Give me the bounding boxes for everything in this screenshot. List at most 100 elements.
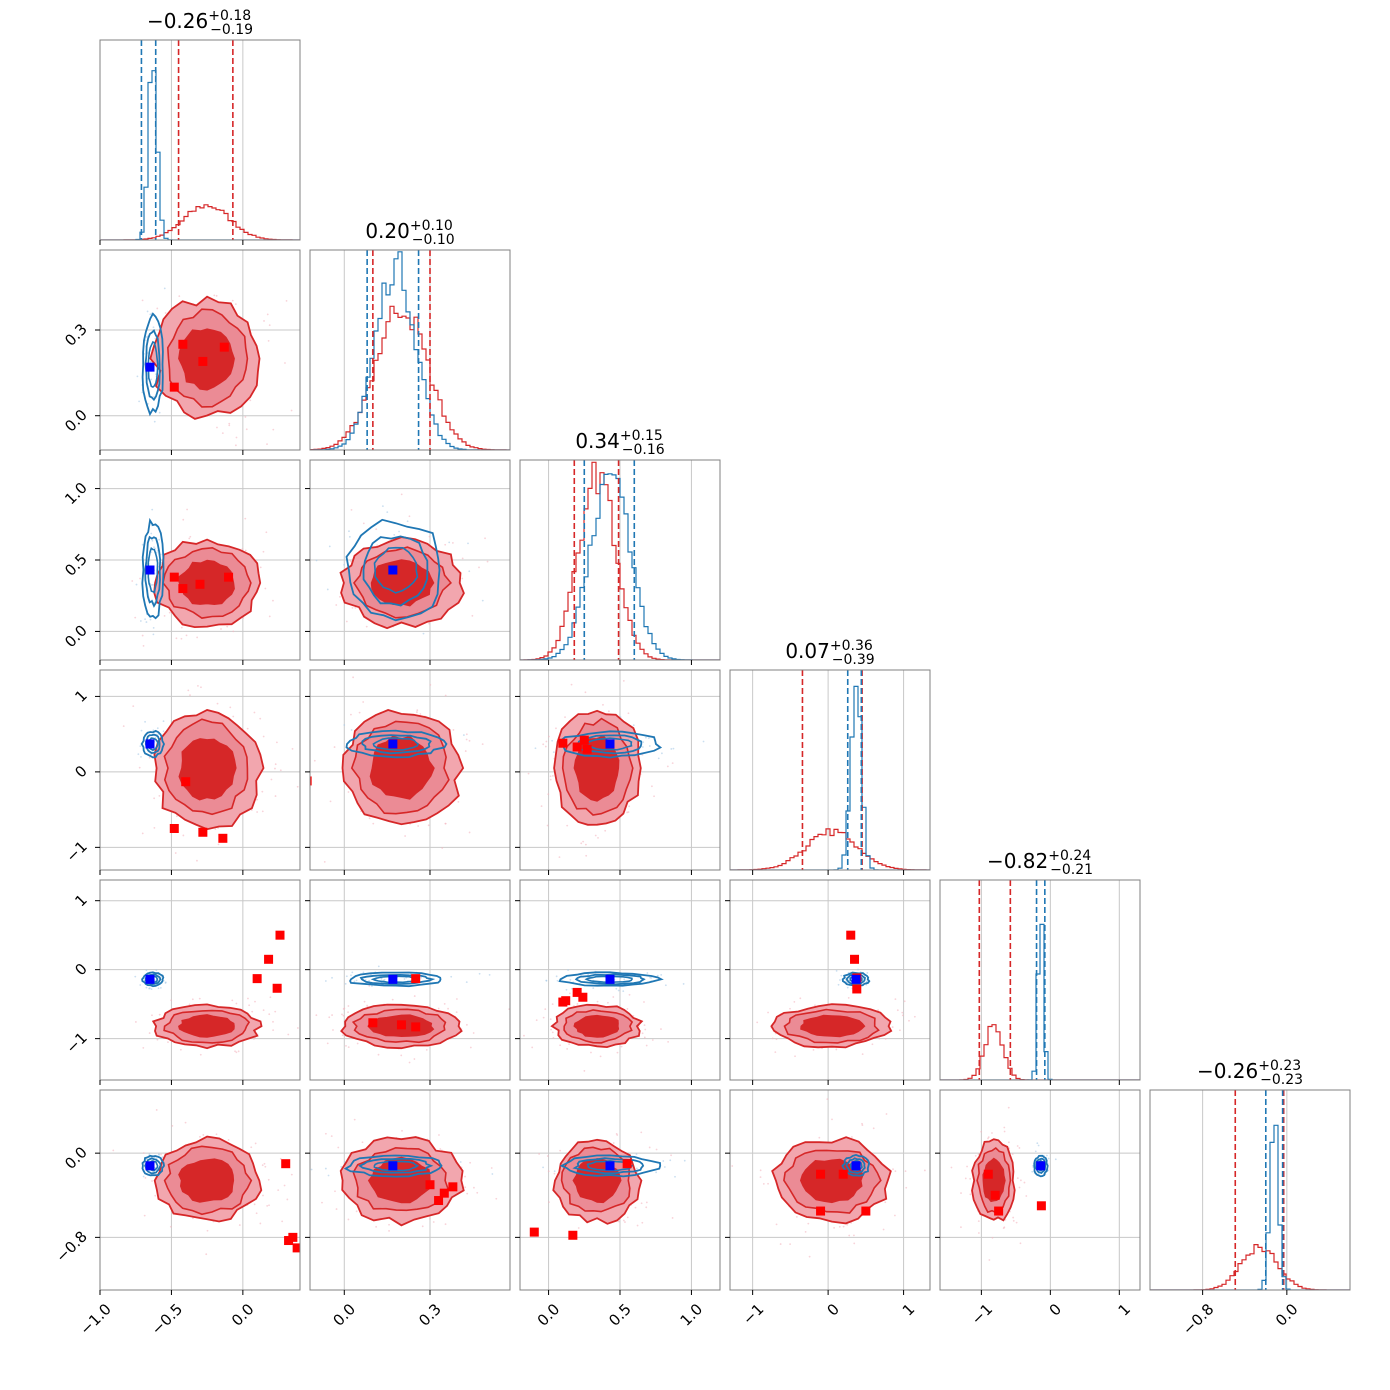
panel-0-5 xyxy=(95,1089,301,1295)
x-tick-label: 0.0 xyxy=(1272,1300,1302,1330)
y-tick-label: 1 xyxy=(71,891,90,910)
red-sample-point xyxy=(388,1230,390,1232)
red-sample-point xyxy=(645,1201,648,1204)
blue-sample-point xyxy=(488,974,491,976)
red-sample-point xyxy=(231,299,234,302)
red-sample-point xyxy=(775,1223,778,1226)
blue-contour-outer xyxy=(559,1154,662,1178)
red-sample-point xyxy=(184,1121,187,1124)
red-sample-point xyxy=(358,711,361,714)
panel-1-2 xyxy=(305,459,511,665)
blue-sample-point xyxy=(655,1171,658,1174)
red-sample-point xyxy=(345,620,348,623)
diag-panel-5: −0.26+0.23 −0.23 xyxy=(1149,1058,1351,1295)
blue-sample-point xyxy=(617,989,620,992)
red-sample-point xyxy=(413,995,416,997)
red-sample-point xyxy=(527,772,530,775)
red-sample-point xyxy=(583,1070,586,1072)
red-sample-point xyxy=(544,745,547,748)
blue-sample-point xyxy=(380,977,383,980)
blue-sample-point xyxy=(328,545,331,548)
red-sample-point xyxy=(756,1021,759,1024)
red-sample-point xyxy=(602,703,604,706)
blue-sample-point xyxy=(632,724,635,727)
blue-sample-point xyxy=(156,727,159,730)
red-sample-point xyxy=(451,542,454,544)
red-sample-point xyxy=(341,1013,343,1016)
blue-contour-inner xyxy=(370,975,420,984)
red-sample-point xyxy=(1003,1126,1006,1129)
red-marker xyxy=(622,1159,632,1169)
blue-sample-point xyxy=(348,530,350,533)
red-sample-point xyxy=(582,840,585,843)
red-sample-point xyxy=(413,1058,416,1060)
red-sample-point xyxy=(884,1037,887,1040)
blue-sample-point xyxy=(650,976,653,979)
red-sample-point xyxy=(607,710,610,713)
blue-marker xyxy=(145,362,155,372)
red-sample-point xyxy=(432,1221,435,1223)
red-sample-point xyxy=(250,1146,253,1149)
blue-sample-point xyxy=(154,337,157,340)
blue-sample-point xyxy=(837,983,840,986)
red-sample-point xyxy=(141,634,144,637)
blue-sample-point xyxy=(340,1165,343,1168)
red-sample-point xyxy=(465,733,468,736)
red-sample-point xyxy=(234,444,237,447)
blue-marker xyxy=(388,739,398,749)
blue-marker xyxy=(145,565,155,575)
red-sample-point xyxy=(429,684,432,686)
red-sample-point xyxy=(169,1225,172,1228)
red-sample-point xyxy=(670,1154,672,1157)
red-sample-point xyxy=(175,815,178,818)
red-sample-point xyxy=(214,828,217,830)
red-sample-point xyxy=(428,535,431,538)
blue-sample-point xyxy=(145,986,148,989)
red-sample-point xyxy=(163,614,166,617)
blue-sample-point xyxy=(149,313,152,316)
panel-frame xyxy=(99,879,301,1081)
red-sample-point xyxy=(274,767,276,770)
red-sample-point xyxy=(362,522,365,525)
red-sample-point xyxy=(779,1243,782,1245)
title-plus: +0.18 xyxy=(208,8,251,24)
red-marker xyxy=(169,382,179,392)
red-sample-point xyxy=(254,1000,256,1003)
blue-sample-point xyxy=(158,411,161,414)
panel-frame xyxy=(1149,1089,1351,1291)
red-marker xyxy=(990,1190,1000,1200)
red-sample-point xyxy=(969,1177,972,1180)
red-sample-point xyxy=(160,563,163,566)
red-sample-point xyxy=(775,1038,778,1041)
red-sample-point xyxy=(466,1192,469,1195)
blue-histogram xyxy=(520,473,720,660)
blue-sample-point xyxy=(157,987,160,990)
y-tick-label: 1 xyxy=(71,687,90,706)
blue-sample-point xyxy=(1034,1150,1037,1153)
red-sample-point xyxy=(904,1170,907,1173)
red-sample-point xyxy=(199,1053,202,1056)
red-sample-point xyxy=(421,1225,424,1228)
red-sample-point xyxy=(215,294,218,297)
red-sample-point xyxy=(192,1217,194,1220)
red-sample-point xyxy=(645,1044,648,1047)
blue-sample-point xyxy=(145,969,148,972)
panel-title: −0.26+0.23 −0.23 xyxy=(1197,1058,1303,1088)
x-tick-label: −1 xyxy=(968,1300,996,1328)
red-sample-point xyxy=(759,1169,762,1172)
red-sample-point xyxy=(731,1165,734,1167)
red-sample-point xyxy=(464,1175,466,1178)
red-sample-point xyxy=(818,1136,821,1139)
red-sample-point xyxy=(262,550,265,553)
red-sample-point xyxy=(551,1003,554,1006)
red-sample-point xyxy=(901,1011,904,1014)
title-plus: +0.24 xyxy=(1048,848,1091,864)
red-sample-point xyxy=(627,712,630,715)
blue-sample-point xyxy=(648,745,651,747)
red-sample-point xyxy=(252,1038,255,1040)
red-contour-inner xyxy=(178,1014,235,1038)
red-sample-point xyxy=(853,1242,856,1245)
red-marker xyxy=(252,974,262,984)
red-sample-point xyxy=(249,399,252,402)
red-sample-point xyxy=(566,1048,569,1050)
